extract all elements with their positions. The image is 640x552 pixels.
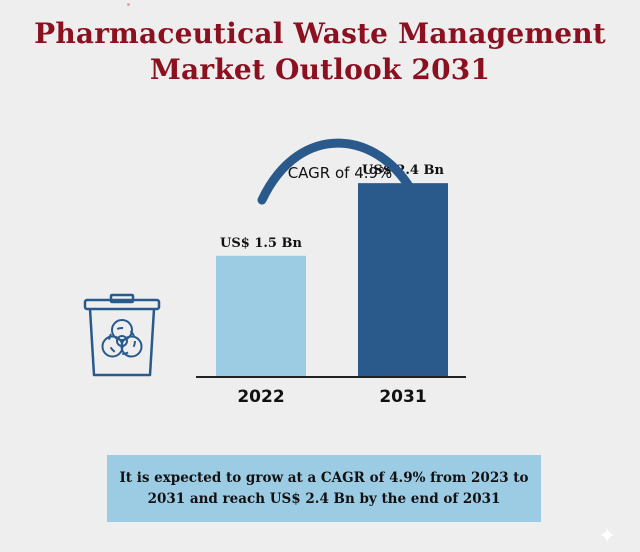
x-tick-2022: 2022 xyxy=(237,387,284,407)
decorative-dot xyxy=(127,3,130,6)
cagr-arrow xyxy=(257,138,428,212)
sparkle-icon: ✦ xyxy=(598,524,617,549)
value-label-2022: US$ 1.5 Bn xyxy=(220,236,302,251)
bar-chart: US$ 1.5 Bn 2022 US$ 2.4 Bn 2031 CAGR of 4.9… xyxy=(83,138,466,407)
page-title: Pharmaceutical Waste Management Market O… xyxy=(0,16,640,88)
bar-2022 xyxy=(216,255,306,377)
title-line-1: Pharmaceutical Waste Management xyxy=(34,17,606,50)
title-line-2: Market Outlook 2031 xyxy=(149,53,491,86)
cagr-annotation: CAGR of 4.9% xyxy=(288,164,393,182)
summary-note: It is expected to grow at a CAGR of 4.9%… xyxy=(119,469,529,507)
summary-note-box: It is expected to grow at a CAGR of 4.9%… xyxy=(107,455,541,522)
bar-2031 xyxy=(358,183,448,377)
x-tick-2031: 2031 xyxy=(379,387,426,407)
biohazard-bin-icon xyxy=(83,293,161,377)
value-label-2031: US$ 2.4 Bn xyxy=(362,163,444,178)
